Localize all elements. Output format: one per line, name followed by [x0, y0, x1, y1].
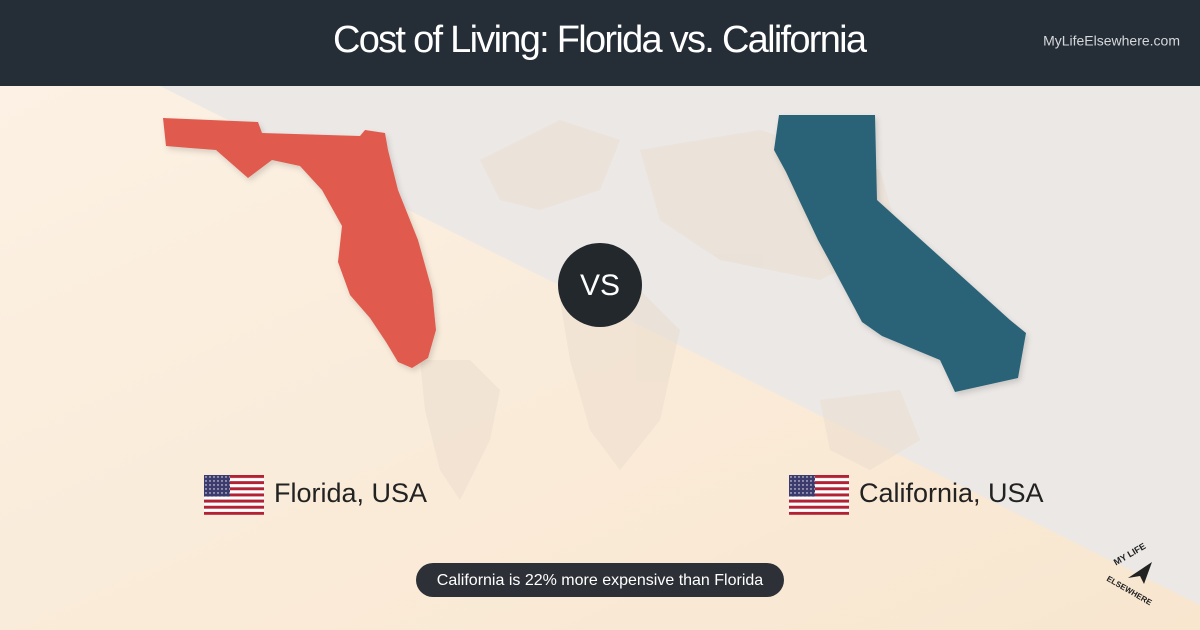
flag-usa	[204, 475, 264, 515]
summary-text: California is 22% more expensive than Fl…	[437, 572, 763, 589]
summary-pill	[416, 563, 784, 597]
california-map	[774, 115, 1026, 392]
title: Cost of Living: Florida vs. California	[333, 19, 868, 61]
header-bar	[0, 0, 1200, 86]
background-shade	[160, 86, 1200, 605]
vs-badge	[558, 243, 642, 327]
flag-usa	[789, 475, 849, 515]
place-label: Florida, USA	[274, 478, 427, 508]
vs-text: VS	[580, 269, 620, 302]
place-label: California, USA	[859, 478, 1044, 508]
logo-plane	[1128, 562, 1152, 584]
florida-map	[163, 118, 436, 368]
site-name[interactable]: MyLifeElsewhere.com	[1043, 33, 1180, 49]
